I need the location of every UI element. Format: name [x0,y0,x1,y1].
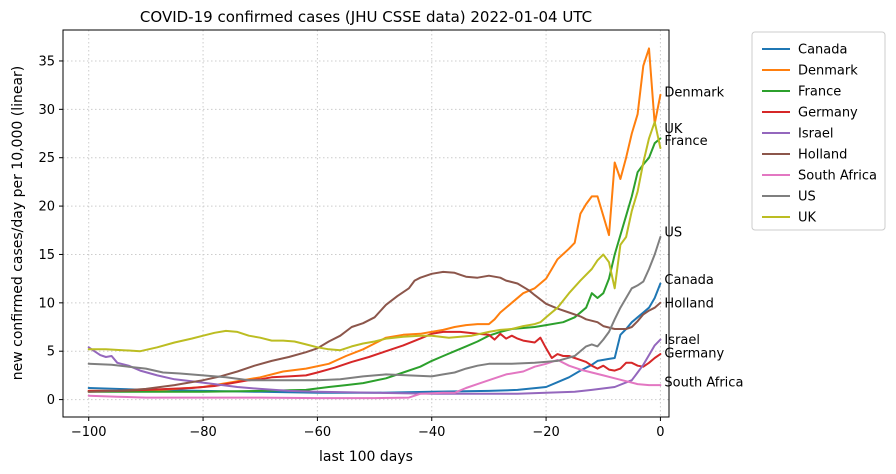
y-tick-label: 20 [38,200,55,215]
end-label: US [664,226,682,241]
plot-area [63,30,669,417]
y-axis-label: new confirmed cases/day per 10,000 (line… [10,66,26,381]
y-tick-label: 25 [38,151,55,166]
y-tick-label: 5 [47,345,55,360]
legend-label: South Africa [798,169,877,184]
legend-label: US [798,190,816,205]
series-line-israel [87,338,662,395]
y-tick-label: 15 [38,248,55,263]
legend-frame [751,31,886,231]
series-line-holland [87,270,662,393]
x-axis-ticks: −100 −80 −60 −40 −20 0 [71,417,665,440]
y-tick-label: 0 [47,393,55,408]
series-line-uk [87,120,662,353]
series-line-germany [87,330,662,392]
legend-label: UK [798,211,817,226]
x-tick-label: 0 [656,425,664,440]
x-tick-label: −40 [418,425,445,440]
x-tick-label: −60 [304,425,331,440]
chart-title: COVID-19 confirmed cases (JHU CSSE data)… [140,8,592,26]
x-tick-label: −100 [71,425,107,440]
y-tick-label: 10 [38,296,55,311]
x-tick-label: −80 [189,425,216,440]
legend-label: Canada [798,43,847,58]
legend: Canada Denmark France Germany Israel Holland S… [751,31,886,231]
gridlines [63,30,669,417]
series-line-denmark [87,47,662,392]
legend-label: Holland [798,148,847,163]
x-tick-label: −20 [532,425,559,440]
x-axis-label: last 100 days [319,449,413,465]
legend-label: Israel [798,127,834,142]
end-label: Holland [664,296,713,311]
plot-frame [62,29,670,418]
y-axis-ticks: 0 5 10 15 20 25 30 35 [38,54,63,408]
end-label: Israel [664,333,700,348]
series-line-us [87,236,662,382]
legend-label: France [798,85,841,100]
legend-label: Germany [798,106,858,121]
legend-label: Denmark [798,64,858,79]
end-label: Canada [664,273,713,288]
y-tick-label: 35 [38,54,55,69]
end-label: Germany [664,347,724,362]
end-label: France [664,134,707,149]
end-label: UK [664,122,683,137]
series-lines [87,47,662,400]
series-line-south-africa [87,358,662,400]
y-tick-label: 30 [38,103,55,118]
end-label: Denmark [664,85,724,100]
end-label: South Africa [664,376,743,391]
